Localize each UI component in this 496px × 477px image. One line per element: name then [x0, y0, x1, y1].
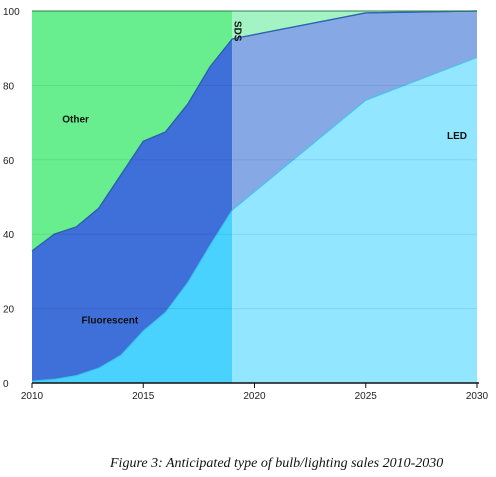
y-tick-label-40: 40	[3, 230, 15, 241]
x-tick-label-2025: 2025	[355, 391, 378, 402]
x-tick-label-2020: 2020	[243, 391, 266, 402]
y-tick-label-100: 100	[3, 7, 20, 18]
y-tick-label-80: 80	[3, 81, 15, 92]
series-label-led: LED	[447, 131, 467, 142]
series-label-fluorescent: Fluorescent	[82, 315, 139, 326]
area-fluorescent-forecast	[232, 11, 477, 211]
x-tick-label-2010: 2010	[21, 391, 44, 402]
y-tick-label-60: 60	[3, 156, 15, 167]
area-layer	[32, 11, 477, 383]
series-line-sds	[31, 10, 478, 252]
tick-label-layer: 2010 2015 2020 2025 2030 0 20 40 60 80 100	[3, 7, 489, 402]
axes-layer	[31, 10, 479, 388]
x-tick-label-2015: 2015	[132, 391, 155, 402]
figure-caption: Figure 3: Anticipated type of bulb/light…	[110, 456, 444, 471]
area-other-actual	[32, 11, 233, 251]
x-tick-label-2030: 2030	[466, 391, 489, 402]
series-line-led	[31, 56, 478, 382]
area-other-forecast	[232, 11, 477, 39]
series-label-sds: SDS	[231, 21, 242, 42]
series-label-other: Other	[62, 115, 89, 126]
outline-layer	[31, 10, 478, 382]
series-label-layer: LED Fluorescent SDS Other	[62, 21, 467, 327]
y-tick-label-20: 20	[3, 305, 15, 316]
area-led-forecast	[232, 57, 477, 383]
y-tick-label-0: 0	[3, 379, 9, 390]
area-fluorescent-actual	[32, 38, 233, 382]
area-led-actual	[32, 210, 233, 383]
